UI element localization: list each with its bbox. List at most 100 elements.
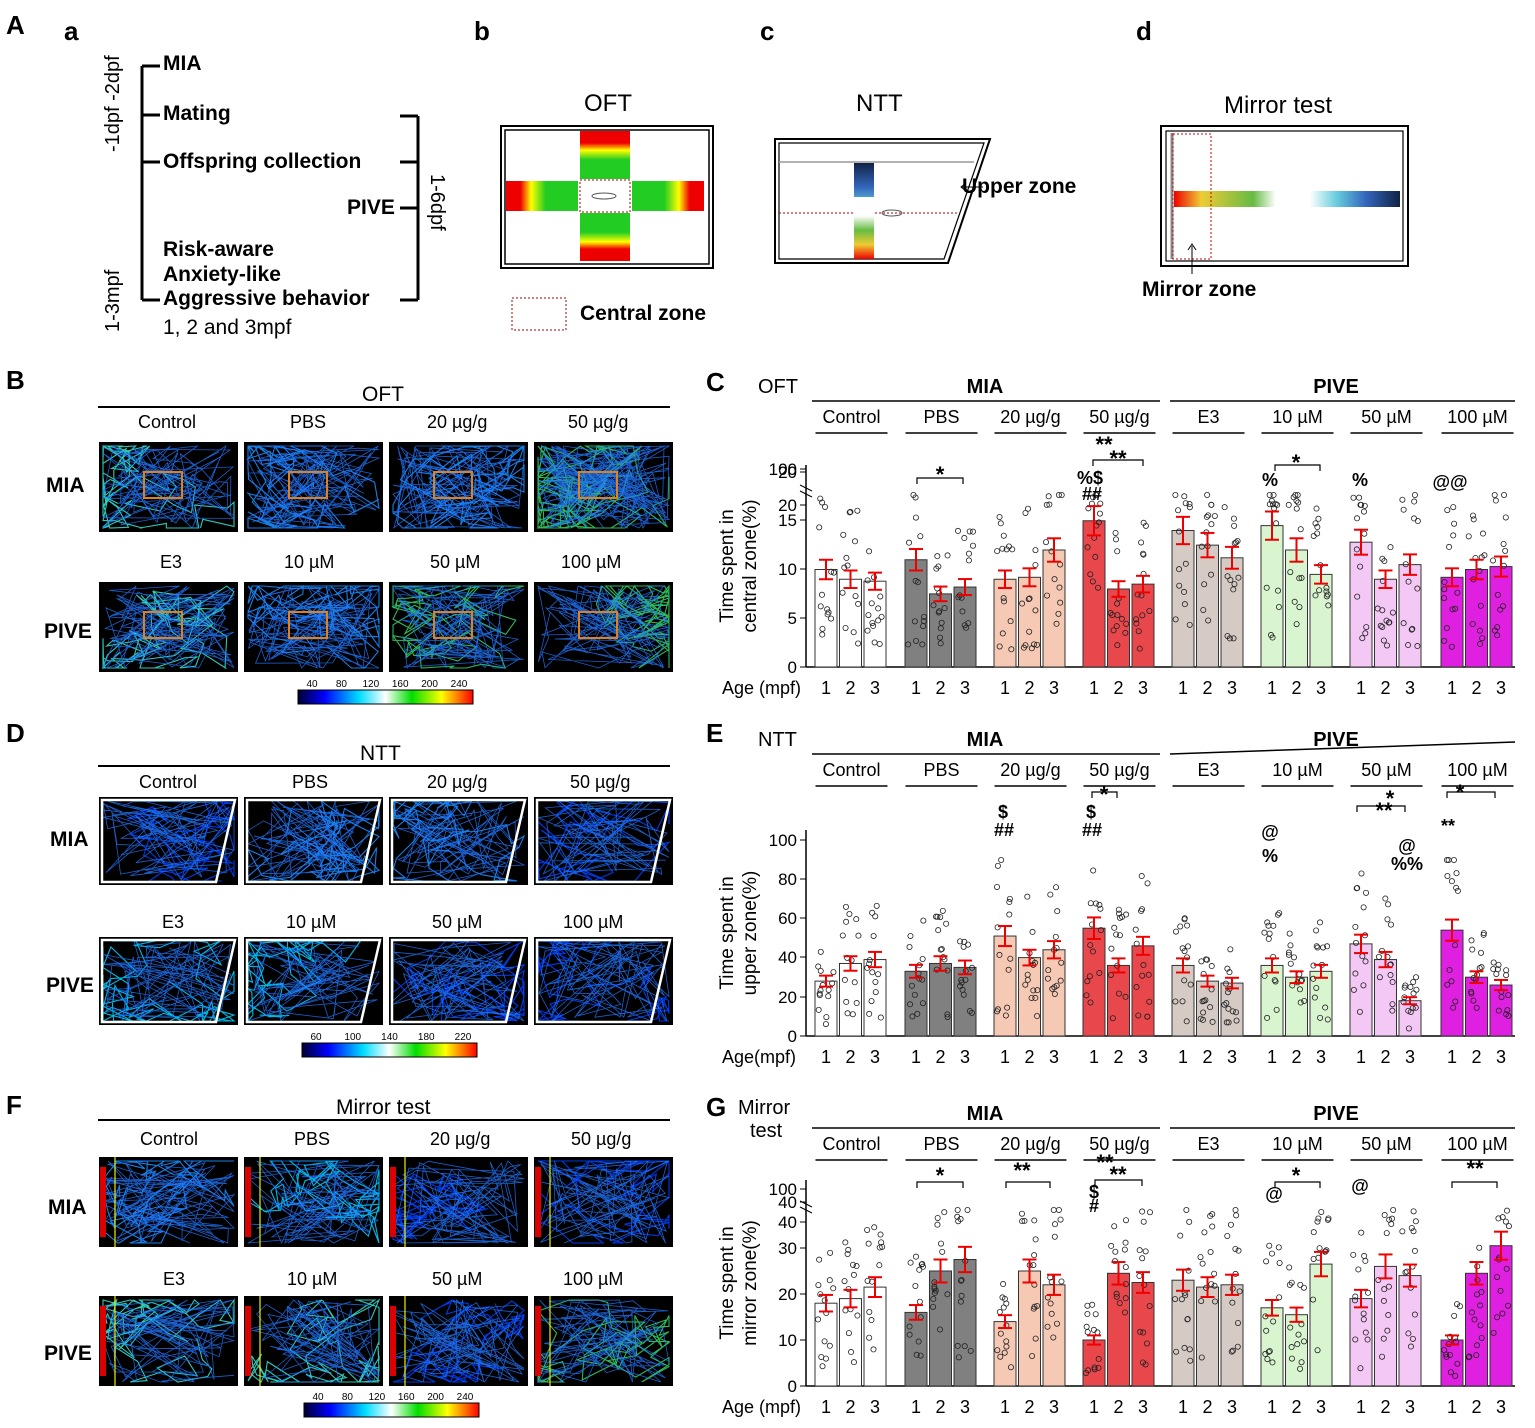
chart-G-point [930,1303,937,1310]
mirror-track-0-0-path2 [101,1160,236,1245]
chart-E-age-label: 1 [1356,1047,1366,1067]
chart-G-point [916,1266,923,1273]
chart-E-point [1410,990,1417,997]
chart-E-point [1274,911,1281,918]
ntt-col-50: 50 µg/g [570,772,631,792]
chart-G-group-label: PBS [923,1134,959,1154]
chart-G-annotation: * [1292,1163,1301,1188]
chart-E-point [994,883,1001,890]
oft-col-e3: E3 [160,552,183,572]
chart-G-ytick-label: 30 [778,1239,797,1258]
chart-C-point [817,603,824,610]
chart-C-age-label: 1 [1000,678,1010,698]
chart-G-point [1477,1322,1484,1329]
chart-C-point [1181,601,1188,608]
chart-E-point [855,932,862,939]
chart-E-age-label: 1 [1000,1047,1010,1067]
chart-G-point [821,1297,828,1304]
chart-G-point [958,1276,965,1283]
chart-C-point [1414,643,1421,650]
chart-C-point [1233,539,1240,546]
chart-E-point [868,998,875,1005]
chart-E-point [1385,901,1392,908]
chart-C-point [877,593,884,600]
oft-central-zone-marker [288,611,328,639]
chart-G-bar [953,1259,977,1387]
chart-C-ytick-label: 10 [778,560,797,579]
chart-G-age-label: 2 [1471,1397,1481,1417]
chart-C-point [1452,605,1459,612]
chart-C-point [1026,628,1033,635]
chart-G-group-label: 100 µM [1447,1134,1507,1154]
chart-G-point [906,1331,913,1338]
chart-E-bar [839,962,862,1037]
chart-G-ylabel-2: mirror zone(%) [740,1220,761,1346]
chart-C-group-label: Control [822,407,880,427]
chart-C-point [965,550,972,557]
chart-G-point [1048,1310,1055,1317]
chart-G-point [1503,1265,1510,1272]
chart-C-point [1450,532,1457,539]
chart-G-point [1052,1221,1059,1228]
chart-C-point [850,629,857,636]
oft-track-0-1 [244,442,383,532]
chart-E-age-label: 2 [1024,1047,1034,1067]
chart-E-point [1032,994,1039,1001]
chart-G-point [1385,1312,1392,1319]
chart-E-point [1352,970,1359,977]
chart-E-point [1109,1015,1116,1022]
chart-G-point [957,1298,964,1305]
chart-G-point [1184,1316,1191,1323]
chart-C-point [1356,494,1363,501]
oft-row-mia: MIA [46,474,85,497]
chart-C-point [1450,504,1457,511]
panel-letter-D: D [6,718,25,748]
chart-C-bar [904,559,928,668]
chart-E-point [944,1014,951,1021]
mirror-tracks-title: Mirror test [336,1096,431,1119]
chart-C-point [969,528,976,535]
chart-G-point [919,1263,926,1270]
chart-G-age-label: 2 [1291,1397,1301,1417]
chart-G-point [1182,1292,1189,1299]
oft-central-zone-marker [578,611,618,639]
chart-E-bar [1465,976,1488,1037]
chart-C-point [1110,627,1117,634]
chart-C-age-label: 3 [1138,678,1148,698]
chart-C-point [1090,494,1097,501]
ntt-track-1-2-path2 [391,940,525,1022]
oft-track-0-3-path2 [536,445,671,530]
chart-E-bar [1220,982,1244,1037]
chart-E-annotation: ** [1375,798,1393,823]
chart-E-point [822,1021,829,1028]
chart-G-point [1494,1274,1501,1281]
chart-C-point [1314,524,1321,531]
chart-E-point [1261,929,1268,936]
chart-E-point [1476,965,1483,972]
chart-C-annotation: %$ [1077,468,1103,488]
chart-E-point [853,1000,860,1007]
mirror-scale-label: 80 [342,1392,354,1403]
chart-E-point [1049,985,1056,992]
chart-G-group-label: 50 µM [1361,1134,1411,1154]
chart-G-point [912,1253,919,1260]
chart-E-group-mia: MIA [967,729,1004,751]
ntt-tank-outline [245,798,382,884]
chart-G-point [958,1292,965,1299]
chart-G-point [932,1287,939,1294]
chart-C-point [1044,592,1051,599]
oft-scale-label: 80 [336,679,348,690]
chart-G-ytick-label: 10 [778,1331,797,1350]
chart-E-point [1098,927,1105,934]
chart-C-point [1032,547,1039,554]
chart-E-point [1030,987,1037,994]
chart-G-point [1122,1264,1129,1271]
chart-C-group-label: PBS [923,407,959,427]
chart-C-point [1182,500,1189,507]
chart-G-bar [1082,1339,1106,1387]
chart-C-point [1448,643,1455,650]
chart-E-sig-bracket [1356,805,1406,812]
chart-C-point [830,569,837,576]
chart-C-point [1295,499,1302,506]
chart-G-bar [1196,1286,1219,1387]
